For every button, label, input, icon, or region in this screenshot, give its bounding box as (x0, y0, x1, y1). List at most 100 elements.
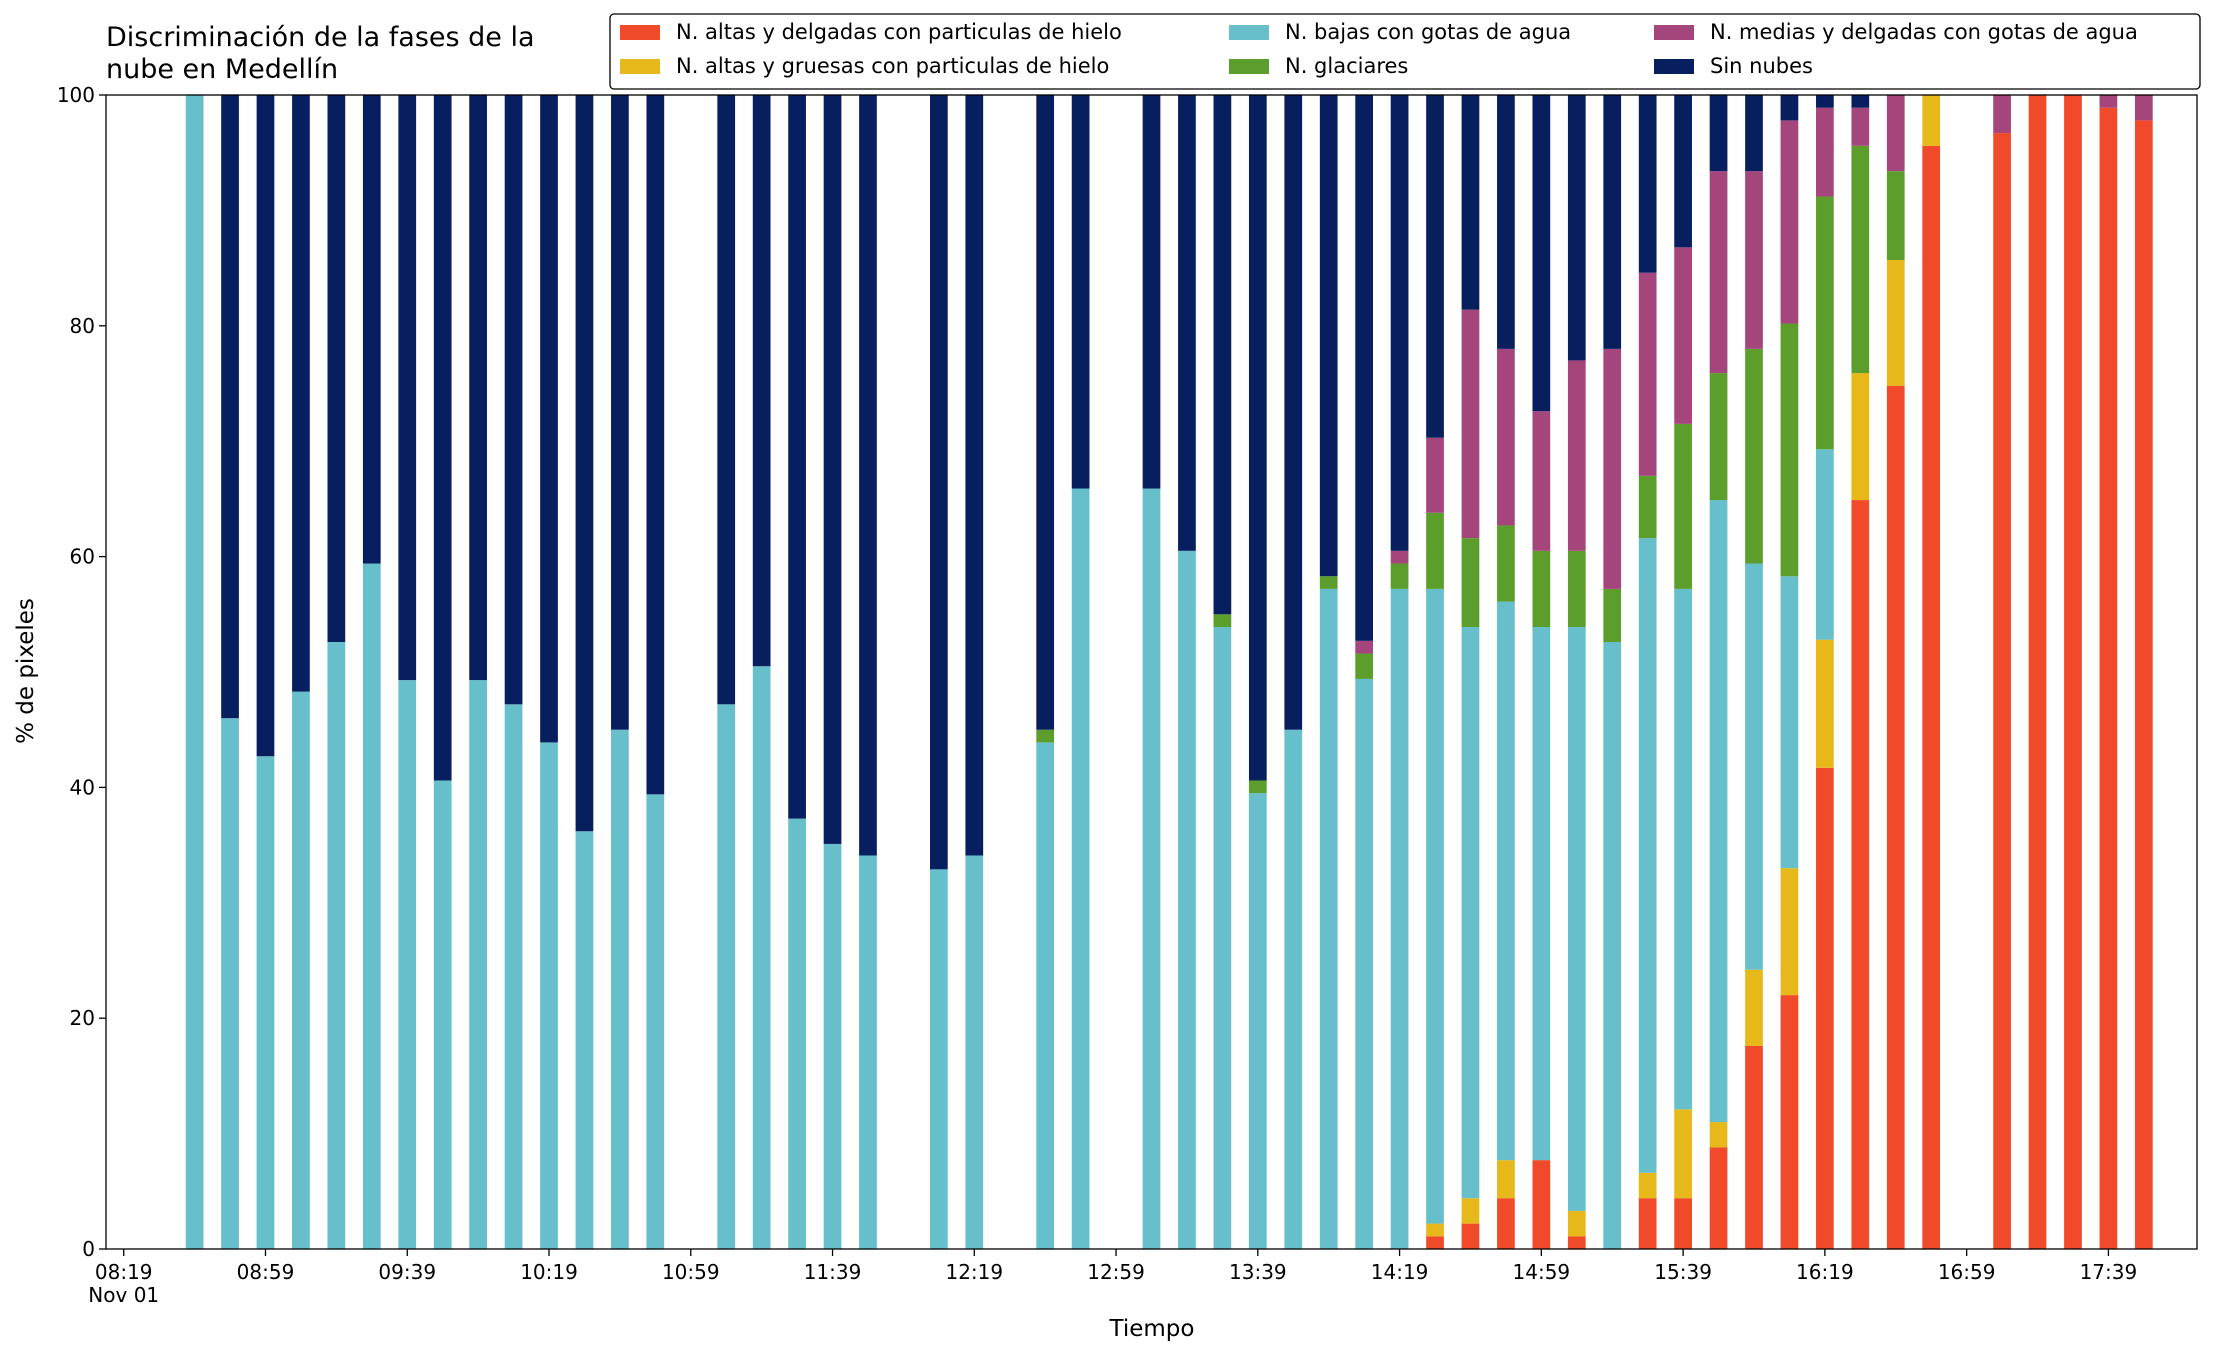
bar-segment (1674, 95, 1692, 248)
y-axis-label: % de pixeles (13, 598, 39, 744)
bar-segment (1709, 95, 1728, 172)
bar-segment (1532, 550, 1551, 627)
bar-segment (1461, 626, 1480, 1199)
bar-segment (1532, 95, 1551, 412)
bar-segment (2099, 95, 2118, 108)
bar-segment (1567, 1210, 1586, 1237)
bar-segment (1178, 95, 1196, 551)
x-tick-label: 10:59 (662, 1260, 720, 1284)
x-date-label: Nov 01 (88, 1283, 159, 1307)
bar-segment (1426, 95, 1444, 438)
bar-segment (717, 704, 736, 1249)
bar-segment (1319, 588, 1338, 1249)
x-tick-label: 14:19 (1371, 1260, 1429, 1284)
legend-box (609, 13, 2201, 90)
bar-segment (1816, 196, 1834, 450)
x-tick-label: 10:19 (520, 1260, 578, 1284)
bar-segment (1390, 588, 1409, 1249)
bar-segment (469, 95, 487, 681)
bar-segment (1426, 588, 1444, 1224)
y-tick-label: 80 (70, 314, 95, 338)
y-tick-label: 100 (57, 83, 95, 107)
bar-segment (2134, 95, 2153, 121)
bar-segment (929, 869, 948, 1249)
bar-segment (1036, 742, 1055, 1249)
bar-segment (1816, 449, 1834, 640)
bar-segment (1319, 576, 1338, 589)
bar-segment (1426, 1236, 1444, 1249)
legend-label: N. glaciares (1285, 54, 1408, 78)
bar-segment (1532, 411, 1551, 551)
bar-segment (1142, 95, 1161, 489)
legend-label: N. altas y gruesas con particulas de hie… (676, 54, 1109, 78)
bar-segment (1390, 550, 1409, 564)
bar-segment (256, 756, 275, 1249)
bar-segment (1603, 588, 1622, 642)
bar-segment (2064, 95, 2082, 1249)
bar-segment (1248, 793, 1267, 1249)
bar-segment (1319, 95, 1338, 577)
bar-segment (752, 95, 771, 667)
bar-segment (469, 680, 487, 1249)
legend-label: N. medias y delgadas con gotas de agua (1710, 20, 2138, 44)
bar-segment (398, 680, 417, 1249)
bar-segment (859, 95, 877, 856)
bar-segment (1284, 729, 1303, 1249)
bar-segment (221, 95, 239, 719)
x-tick-label: 11:39 (804, 1260, 862, 1284)
bar-segment (1390, 563, 1409, 589)
bar-segment (1993, 95, 2011, 134)
bar-segment (1745, 1045, 1763, 1249)
legend-swatch (1229, 25, 1269, 40)
bar-segment (1178, 550, 1196, 1249)
bar-segment (1248, 95, 1267, 781)
bar-segment (1674, 1109, 1692, 1199)
bar-segment (1993, 133, 2011, 1249)
bar-segment (1355, 678, 1374, 1249)
bar-segment (575, 95, 594, 832)
bar-segment (362, 95, 381, 564)
bar-segment (1603, 348, 1622, 589)
bar-segment (1390, 95, 1409, 551)
bar-segment (1638, 95, 1657, 273)
x-tick-label: 14:59 (1513, 1260, 1571, 1284)
bar-segment (1745, 95, 1763, 172)
bar-segment (1355, 95, 1374, 641)
bar-segment (1213, 626, 1232, 1249)
bar-segment (1426, 1223, 1444, 1237)
bar-segment (1036, 95, 1055, 730)
bar-segment (1461, 309, 1480, 539)
bar-segment (1603, 95, 1622, 349)
x-tick-label: 08:19 (95, 1260, 153, 1284)
bar-segment (1497, 1160, 1515, 1199)
bar-segment (1851, 107, 1870, 146)
bar-segment (1638, 272, 1657, 476)
bar-segment (788, 95, 806, 819)
bar-segment (1922, 145, 1941, 1249)
bar-segment (1567, 360, 1586, 551)
bar-segment (540, 95, 558, 743)
bar-segment (2099, 107, 2118, 1250)
legend-label: Sin nubes (1710, 54, 1813, 78)
bar-segment (1567, 95, 1586, 361)
bar-segment (504, 95, 523, 705)
bar-segment (788, 818, 806, 1249)
bar-segment (965, 95, 984, 856)
bar-segment (1532, 626, 1551, 1161)
bar-segment (1497, 525, 1515, 602)
bar-segment (221, 718, 239, 1249)
bar-segment (1674, 423, 1692, 589)
bar-segment (1638, 1172, 1657, 1199)
bar-segment (327, 641, 346, 1249)
legend-swatch (620, 25, 660, 40)
legend-swatch (1654, 59, 1694, 74)
bar-segment (1674, 588, 1692, 1110)
bar-segment (398, 95, 417, 681)
bar-segment (1036, 729, 1055, 743)
bar-segment (540, 742, 558, 1249)
legend-label: N. altas y delgadas con particulas de hi… (676, 20, 1122, 44)
bar-segment (1745, 171, 1763, 349)
bar-segment (646, 95, 665, 795)
bar-segment (1709, 373, 1728, 501)
